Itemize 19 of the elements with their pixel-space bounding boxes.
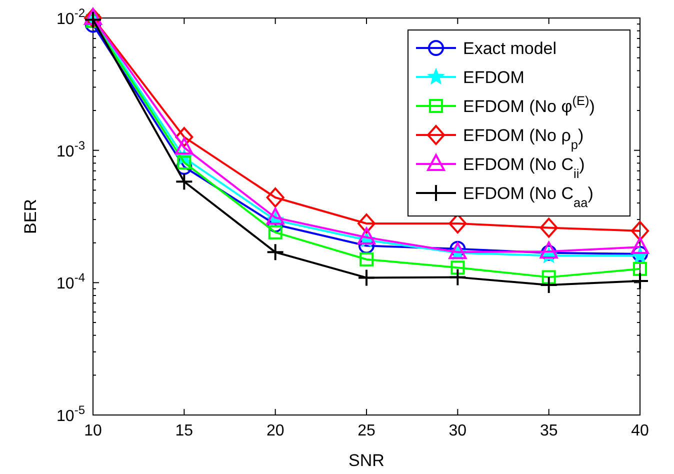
y-tick-label: 10$^{-4}$ (56, 270, 86, 293)
x-axis-title: SNR (348, 451, 384, 470)
y-tick-label: 10$^{-2}$ (56, 6, 86, 28)
legend-label: EFDOM (463, 68, 524, 87)
y-tick-label: 10$^{-5}$ (56, 403, 86, 425)
legend-label: EFDOM (No ρ$_{p}$) (463, 126, 584, 152)
x-tick-label: 10 (84, 422, 102, 440)
x-tick-label: 30 (448, 422, 467, 440)
legend-label: EFDOM (No C$_{aa}$) (463, 184, 594, 210)
x-tick-label: 15 (175, 422, 194, 440)
x-tick-label: 20 (266, 422, 284, 440)
x-tick-label: 25 (358, 422, 376, 440)
x-tick-label: 40 (631, 422, 649, 440)
legend-label: EFDOM (No φ$^{(E)}$) (463, 92, 595, 116)
y-axis-title: BER (21, 199, 40, 234)
legend-label: EFDOM (No C$_{ii}$) (463, 155, 585, 180)
legend-label: Exact model (463, 39, 557, 58)
x-tick-label: 35 (540, 422, 558, 440)
y-tick-label: 10$^{-3}$ (56, 138, 86, 160)
